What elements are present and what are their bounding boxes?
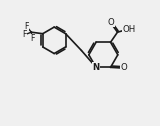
Text: O: O bbox=[108, 18, 114, 27]
Text: F: F bbox=[30, 34, 34, 43]
Text: F: F bbox=[24, 22, 29, 31]
Text: OH: OH bbox=[123, 25, 136, 34]
Text: N: N bbox=[92, 63, 100, 72]
Text: O: O bbox=[121, 64, 128, 72]
Text: F: F bbox=[22, 30, 26, 39]
